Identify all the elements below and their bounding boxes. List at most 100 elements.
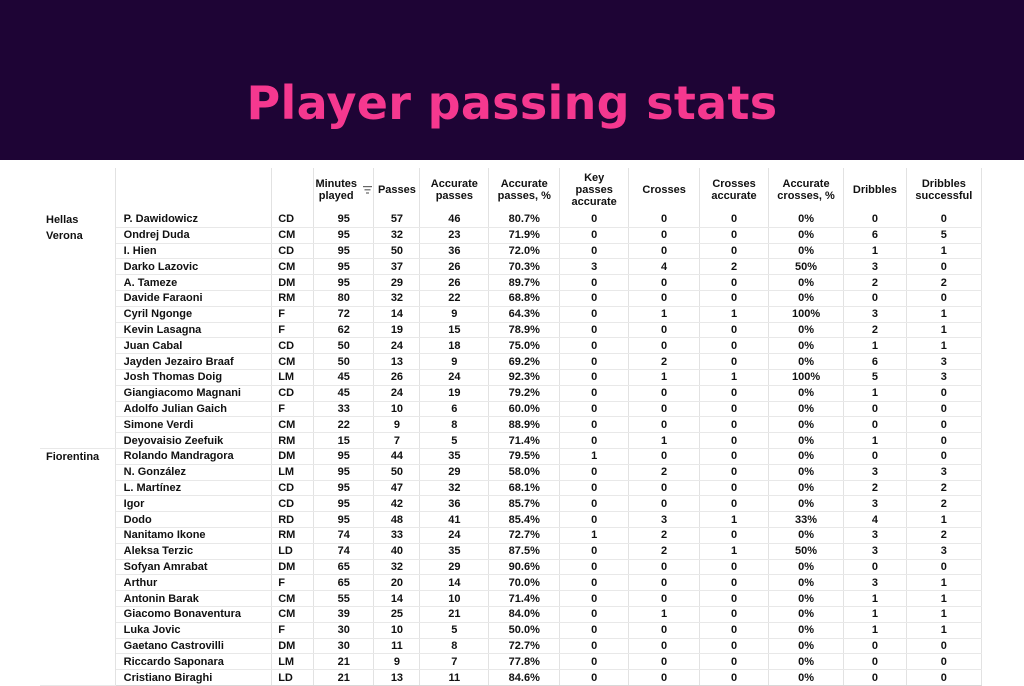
minutes-played-cell: 21 [313, 669, 375, 686]
player-name-cell: Juan Cabal [115, 337, 273, 355]
crosses-cell: 0 [628, 669, 701, 686]
crosses-header: Crosses [628, 168, 701, 212]
minutes-played-cell: 95 [313, 480, 375, 497]
key-passes-accurate-cell: 0 [559, 622, 630, 639]
player-name-cell: Rolando Mandragora [115, 448, 273, 465]
accurate-passes-cell: 8 [419, 416, 490, 434]
dribbles-successful-cell: 3 [906, 543, 983, 560]
key-passes-accurate-cell: 0 [559, 322, 630, 339]
table-row: Riccardo Saponara LM 21 9 7 77.8% 0 0 0 0% 0 0 [40, 653, 983, 671]
accurate-passes-pct-cell: 84.0% [488, 606, 561, 623]
key-passes-accurate-cell: 0 [559, 385, 630, 402]
dribbles-cell: 3 [843, 464, 907, 481]
passes-cell: 32 [373, 559, 421, 576]
passes-cell: 29 [373, 274, 421, 291]
dribbles-cell: 3 [843, 527, 907, 544]
position-cell: CD [271, 243, 314, 260]
minutes-played-cell: 95 [313, 258, 375, 276]
accurate-passes-pct-cell: 69.2% [488, 353, 561, 370]
passes-cell: 33 [373, 527, 421, 544]
dribbles-cell: 3 [843, 543, 907, 560]
crosses-accurate-cell: 0 [699, 448, 769, 465]
crosses-accurate-cell: 0 [699, 464, 769, 481]
passes-cell: 10 [373, 622, 421, 639]
position-cell: RD [271, 511, 314, 528]
dribbles-cell: 5 [843, 369, 907, 386]
dribbles-cell: 3 [843, 306, 907, 323]
dribbles-successful-cell: 0 [906, 416, 983, 434]
title-banner: Player passing stats [0, 0, 1024, 160]
crosses-accurate-cell: 0 [699, 638, 769, 655]
player-name-cell: L. Martínez [115, 480, 273, 497]
dribbles-cell: 1 [843, 622, 907, 639]
position-cell: CD [271, 212, 314, 228]
player-name-cell: Cyril Ngonge [115, 306, 273, 323]
accurate-passes-pct-cell: 78.9% [488, 322, 561, 339]
key-passes-accurate-cell: 1 [559, 448, 630, 465]
accurate-passes-pct-cell: 72.7% [488, 527, 561, 544]
dribbles-successful-cell: 1 [906, 243, 983, 260]
accurate-crosses-pct-cell: 0% [768, 353, 845, 370]
position-cell: CM [271, 416, 314, 434]
dribbles-successful-cell: 0 [906, 669, 983, 686]
player-name-cell: Sofyan Amrabat [115, 559, 273, 576]
accurate-passes-cell: 18 [419, 337, 490, 355]
player-name-cell: Josh Thomas Doig [115, 369, 273, 386]
dribbles-cell: 3 [843, 495, 907, 513]
accurate-passes-cell: 41 [419, 511, 490, 528]
key-passes-accurate-cell: 0 [559, 432, 630, 449]
minutes-played-cell: 80 [313, 290, 375, 307]
position-cell: DM [271, 559, 314, 576]
key-passes-accurate-cell: 0 [559, 416, 630, 434]
dribbles-successful-cell: 1 [906, 322, 983, 339]
minutes-played-header[interactable]: Minutes played [313, 168, 375, 212]
accurate-crosses-pct-cell: 0% [768, 622, 845, 639]
crosses-cell: 0 [628, 290, 701, 307]
crosses-accurate-cell: 0 [699, 212, 769, 228]
crosses-accurate-cell: 0 [699, 243, 769, 260]
crosses-accurate-cell: 0 [699, 274, 769, 291]
sort-descending-icon[interactable] [363, 186, 372, 194]
accurate-passes-pct-cell: 64.3% [488, 306, 561, 323]
crosses-cell: 0 [628, 495, 701, 513]
accurate-passes-cell: 26 [419, 258, 490, 276]
crosses-cell: 0 [628, 322, 701, 339]
dribbles-cell: 2 [843, 274, 907, 291]
accurate-passes-pct-cell: 70.0% [488, 574, 561, 592]
minutes-played-cell: 95 [313, 464, 375, 481]
crosses-accurate-cell: 0 [699, 527, 769, 544]
table-row: Igor CD 95 42 36 85.7% 0 0 0 0% 3 2 [40, 495, 983, 513]
passes-cell: 7 [373, 432, 421, 449]
key-passes-accurate-cell: 0 [559, 243, 630, 260]
table-row: Josh Thomas Doig LM 45 26 24 92.3% 0 1 1 100% 5 3 [40, 369, 983, 386]
crosses-accurate-cell: 0 [699, 653, 769, 671]
player-name-cell: A. Tameze [115, 274, 273, 291]
accurate-passes-cell: 15 [419, 322, 490, 339]
passes-cell: 57 [373, 212, 421, 228]
dribbles-cell: 3 [843, 574, 907, 592]
crosses-accurate-cell: 0 [699, 322, 769, 339]
accurate-passes-pct-header: Accurate passes, % [488, 168, 561, 212]
crosses-cell: 0 [628, 416, 701, 434]
position-cell: CM [271, 227, 314, 244]
minutes-played-cell: 74 [313, 527, 375, 544]
dribbles-successful-cell: 0 [906, 559, 983, 576]
table-row: Aleksa Terzic LD 74 40 35 87.5% 0 2 1 50% 3 3 [40, 543, 983, 560]
crosses-cell: 1 [628, 306, 701, 323]
dribbles-cell: 2 [843, 480, 907, 497]
passes-cell: 24 [373, 337, 421, 355]
passes-cell: 24 [373, 385, 421, 402]
accurate-crosses-pct-cell: 50% [768, 258, 845, 276]
dribbles-successful-cell: 2 [906, 274, 983, 291]
position-cell: DM [271, 274, 314, 291]
passes-cell: 9 [373, 416, 421, 434]
table-row: Kevin Lasagna F 62 19 15 78.9% 0 0 0 0% 2 1 [40, 322, 983, 339]
crosses-accurate-cell: 1 [699, 306, 769, 323]
dribbles-cell: 1 [843, 432, 907, 449]
accurate-passes-pct-cell: 75.0% [488, 337, 561, 355]
accurate-passes-header: Accurate passes [419, 168, 490, 212]
dribbles-successful-cell: 2 [906, 495, 983, 513]
player-name-cell: Dodo [115, 511, 273, 528]
key-passes-accurate-cell: 0 [559, 401, 630, 418]
key-passes-accurate-cell: 0 [559, 337, 630, 355]
